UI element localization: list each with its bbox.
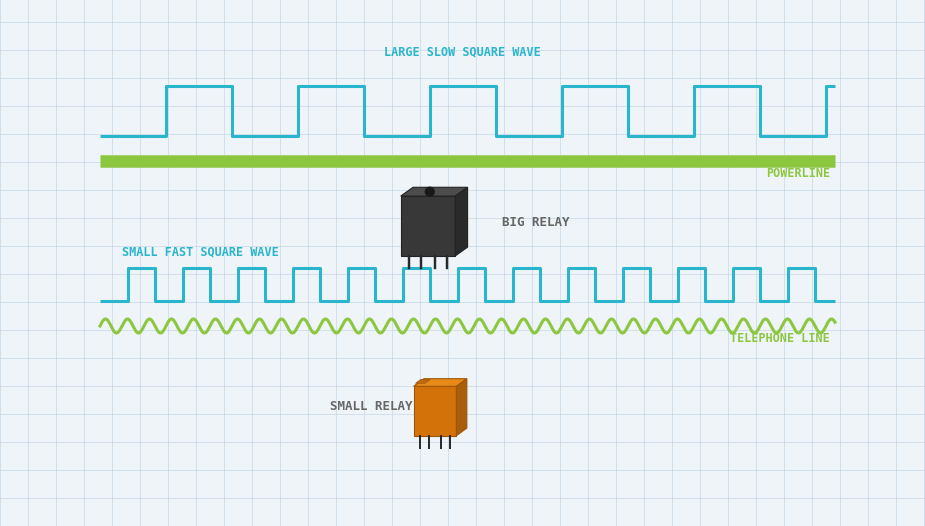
Polygon shape — [455, 187, 468, 256]
Text: SMALL RELAY: SMALL RELAY — [330, 400, 413, 412]
Circle shape — [426, 187, 434, 196]
Polygon shape — [415, 379, 430, 383]
Text: LARGE SLOW SQUARE WAVE: LARGE SLOW SQUARE WAVE — [384, 45, 540, 58]
Polygon shape — [413, 386, 456, 436]
Text: TELEPHONE LINE: TELEPHONE LINE — [730, 332, 830, 345]
Polygon shape — [401, 187, 468, 196]
Polygon shape — [413, 379, 467, 386]
Text: POWERLINE: POWERLINE — [766, 167, 830, 180]
Text: BIG RELAY: BIG RELAY — [502, 216, 570, 228]
Polygon shape — [401, 196, 455, 256]
Polygon shape — [456, 379, 467, 436]
Text: SMALL FAST SQUARE WAVE: SMALL FAST SQUARE WAVE — [121, 245, 278, 258]
